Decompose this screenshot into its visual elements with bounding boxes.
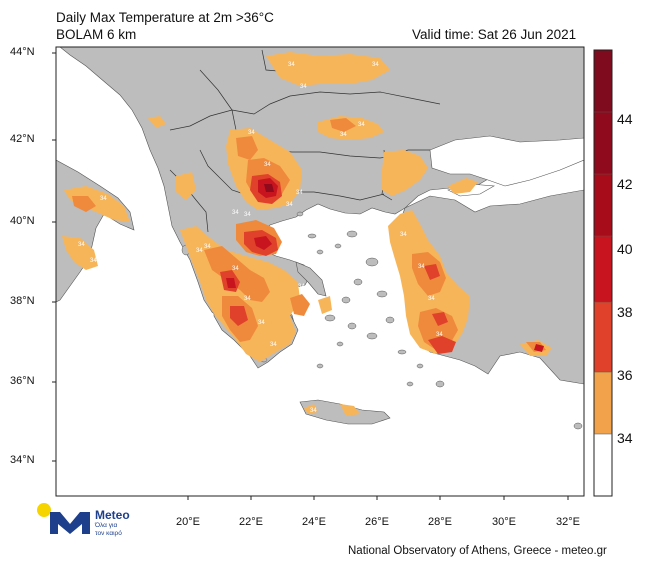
latitude-label: 44°N xyxy=(10,46,35,58)
temp-band-40-42 xyxy=(226,178,544,352)
latitude-ticks xyxy=(52,52,56,462)
colorbar-label: 44 xyxy=(617,111,633,127)
latitude-label: 42°N xyxy=(10,133,35,145)
colorbar-label: 38 xyxy=(617,304,633,320)
contour-label: 34 xyxy=(436,332,443,338)
contour-label: 34 xyxy=(100,196,107,202)
longitude-label: 24°E xyxy=(302,516,326,528)
latitude-label: 40°N xyxy=(10,215,35,227)
contour-label: 34 xyxy=(418,264,425,270)
contour-label: 34 xyxy=(288,62,295,68)
latitude-label: 38°N xyxy=(10,295,35,307)
contour-labels: 34 34 34 34 34 34 34 34 34 34 34 34 34 3… xyxy=(78,62,443,414)
model-name: BOLAM 6 km xyxy=(56,27,137,42)
black-sea xyxy=(429,135,584,187)
longitude-label: 26°E xyxy=(365,516,389,528)
contour-label: 34 xyxy=(258,320,265,326)
colorbar-label: 42 xyxy=(617,176,633,192)
logo-brand: Meteo xyxy=(95,508,130,522)
contour-label: 34 xyxy=(232,210,239,216)
contour-label: 34 xyxy=(270,342,277,348)
map-frame xyxy=(55,46,585,497)
colorbar-label: 36 xyxy=(617,367,633,383)
longitude-label: 28°E xyxy=(428,516,452,528)
valid-time: Valid time: Sat 26 Jun 2021 xyxy=(412,27,577,42)
aegean-islands xyxy=(181,211,583,430)
colorbar-segment xyxy=(594,372,612,434)
footer-credit: National Observatory of Athens, Greece -… xyxy=(348,545,607,557)
contour-label: 34 xyxy=(244,212,251,218)
colorbar-segment xyxy=(594,112,612,174)
colorbar-frame xyxy=(593,49,613,497)
land-evia xyxy=(295,261,327,297)
latitude-label: 36°N xyxy=(10,375,35,387)
contour-label: 34 xyxy=(428,296,435,302)
contour-label: 34 xyxy=(264,162,271,168)
colorbar-segment xyxy=(594,434,612,496)
contour-label: 34 xyxy=(400,232,407,238)
map-title: Daily Max Temperature at 2m >36°C xyxy=(56,10,274,25)
contour-label: 34 xyxy=(358,122,365,128)
logo-tagline: Όλα για τον καιρό xyxy=(95,522,122,538)
longitude-label: 22°E xyxy=(239,516,263,528)
m-letter-icon xyxy=(50,512,90,534)
contour-label: 34 xyxy=(300,84,307,90)
temperature-fields xyxy=(62,52,552,416)
longitude-label: 32°E xyxy=(556,516,580,528)
colorbar xyxy=(593,49,613,497)
contour-label: 34 xyxy=(78,242,85,248)
temp-band-42-44 xyxy=(264,184,274,192)
latitude-label: 34°N xyxy=(10,454,35,466)
contour-label: 34 xyxy=(90,258,97,264)
contour-label: 34 xyxy=(244,296,251,302)
colorbar-segment xyxy=(594,236,612,302)
contour-label: 34 xyxy=(372,62,379,68)
contour-label: 34 xyxy=(310,408,317,414)
meteo-logo-mark xyxy=(37,503,90,534)
contour-label: 34 xyxy=(196,248,203,254)
colorbar-segment xyxy=(594,302,612,372)
logo-tagline-line1: Όλα για xyxy=(95,522,118,529)
colorbar-segment xyxy=(594,50,612,112)
logo-tagline-line2: τον καιρό xyxy=(95,530,122,537)
contour-label: 34 xyxy=(204,244,211,250)
contour-label: 34 xyxy=(286,202,293,208)
colorbar-label: 34 xyxy=(617,430,633,446)
contour-label: 34 xyxy=(298,284,305,290)
colorbar-segment xyxy=(594,174,612,236)
longitude-label: 30°E xyxy=(492,516,516,528)
contour-label: 34 xyxy=(296,190,303,196)
contour-label: 34 xyxy=(232,266,239,272)
contour-label: 34 xyxy=(248,130,255,136)
sun-icon xyxy=(37,503,51,517)
contour-label: 34 xyxy=(340,132,347,138)
colorbar-label: 40 xyxy=(617,241,633,257)
longitude-ticks xyxy=(187,496,569,500)
longitude-label: 20°E xyxy=(176,516,200,528)
